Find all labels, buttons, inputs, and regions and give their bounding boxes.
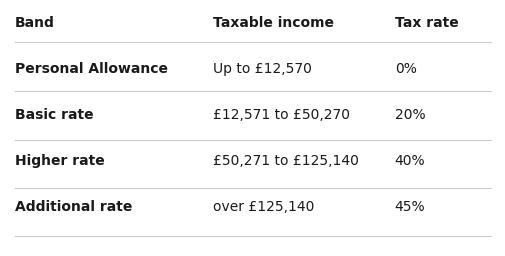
Text: 20%: 20% xyxy=(394,108,425,122)
Text: 45%: 45% xyxy=(394,200,425,214)
Text: over £125,140: over £125,140 xyxy=(212,200,313,214)
Text: Basic rate: Basic rate xyxy=(15,108,93,122)
Text: Band: Band xyxy=(15,16,55,30)
Text: Taxable income: Taxable income xyxy=(212,16,333,30)
Text: Higher rate: Higher rate xyxy=(15,154,105,168)
Text: 0%: 0% xyxy=(394,62,416,76)
Text: £12,571 to £50,270: £12,571 to £50,270 xyxy=(212,108,349,122)
Text: 40%: 40% xyxy=(394,154,425,168)
Text: Tax rate: Tax rate xyxy=(394,16,458,30)
Text: Up to £12,570: Up to £12,570 xyxy=(212,62,311,76)
Text: £50,271 to £125,140: £50,271 to £125,140 xyxy=(212,154,358,168)
Text: Additional rate: Additional rate xyxy=(15,200,132,214)
Text: Personal Allowance: Personal Allowance xyxy=(15,62,168,76)
